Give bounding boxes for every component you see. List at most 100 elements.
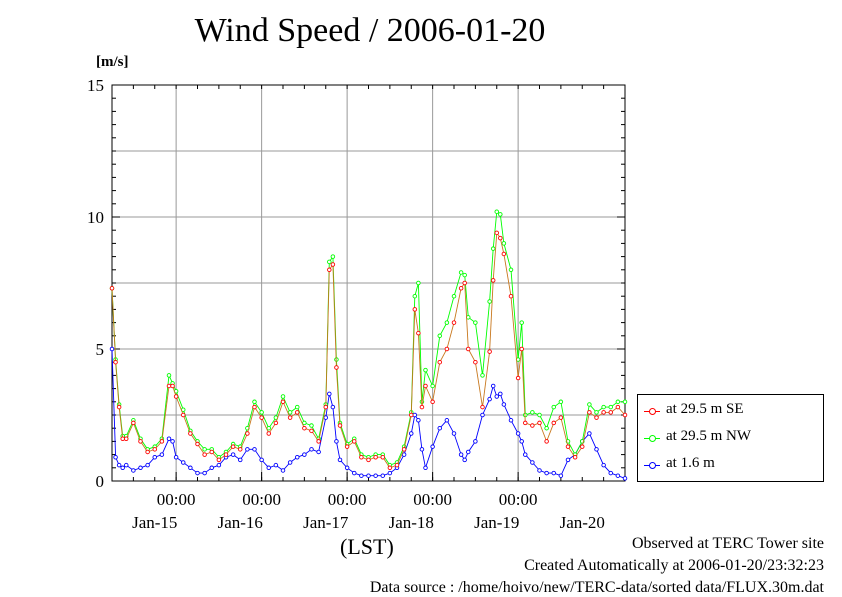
series-1-point-31 — [309, 423, 314, 428]
series-2-point-53 — [437, 425, 443, 431]
series-0-point-54 — [444, 346, 450, 352]
x-date-label-5: Jan-20 — [560, 513, 605, 532]
series-0-point-63 — [494, 230, 500, 236]
series-0-point-83 — [622, 412, 628, 418]
series-2-point-8 — [152, 454, 157, 460]
series-2-point-61 — [487, 396, 492, 402]
chart-legend: at 29.5 m SE at 29.5 m NW at 1.6 m — [637, 394, 824, 482]
series-0-point-68 — [519, 346, 524, 352]
series-0-point-52 — [430, 399, 435, 405]
series-2-point-54 — [444, 418, 450, 423]
series-1-point-24 — [259, 410, 264, 415]
series-2-point-67 — [515, 431, 521, 436]
series-0-point-73 — [551, 420, 557, 426]
series-0-point-47 — [409, 412, 414, 418]
series-2-point-46 — [401, 452, 407, 457]
series-2-point-42 — [373, 473, 378, 478]
series-1-point-60 — [480, 373, 485, 378]
series-2-point-13 — [180, 460, 186, 465]
series-0-point-18 — [216, 457, 222, 463]
series-1-point-61 — [487, 299, 492, 304]
series-0-point-13 — [180, 412, 186, 418]
series-0-point-38 — [344, 444, 350, 449]
footer-created: Created Automatically at 2006-01-20/23:3… — [524, 557, 824, 574]
legend-label-low: at 1.6 m — [666, 455, 715, 471]
series-0-point-30 — [302, 425, 307, 431]
series-1-point-23 — [252, 399, 257, 405]
series-1-point-48 — [412, 293, 418, 299]
series-1-point-68 — [519, 320, 524, 325]
series-0-point-71 — [537, 420, 542, 426]
series-0-point-8 — [152, 447, 157, 452]
series-0-point-14 — [188, 431, 193, 436]
series-0-point-15 — [195, 441, 200, 447]
series-0-point-48 — [412, 307, 418, 312]
x-date-label-3: Jan-18 — [389, 513, 434, 532]
series-0-point-37 — [337, 423, 343, 428]
series-0-point-31 — [309, 428, 314, 434]
series-1-point-64 — [498, 212, 503, 217]
series-0-point-0 — [109, 286, 115, 291]
series-1-point-34 — [327, 259, 332, 265]
series-0-point-21 — [237, 447, 243, 452]
series-1-point-72 — [544, 425, 549, 431]
series-2-point-31 — [309, 447, 314, 452]
series-1-point-74 — [558, 399, 564, 405]
series-0-point-79 — [594, 415, 599, 420]
series-2-point-83 — [622, 476, 628, 481]
series-0-point-58 — [466, 346, 471, 352]
series-0-point-82 — [615, 404, 621, 410]
series-1-point-59 — [473, 320, 478, 325]
series-2-point-9 — [159, 452, 165, 457]
series-0-point-26 — [273, 420, 279, 426]
series-2-point-50 — [419, 447, 425, 452]
series-1-point-81 — [608, 404, 614, 410]
series-1 — [109, 209, 628, 468]
series-0-point-34 — [327, 267, 332, 273]
series-0-point-77 — [580, 444, 585, 449]
series-1-point-57 — [462, 272, 467, 278]
series-2-point-71 — [537, 468, 542, 473]
series-1-point-27 — [280, 394, 286, 399]
legend-label-se: at 29.5 m SE — [666, 401, 744, 417]
series-2-point-3 — [120, 465, 125, 471]
series-2-point-49 — [416, 418, 421, 423]
series-0-point-22 — [245, 431, 250, 436]
series-1-point-71 — [537, 412, 542, 418]
series-1-point-82 — [615, 399, 621, 405]
series-2-point-12 — [173, 454, 179, 460]
series-2-point-47 — [409, 431, 414, 436]
x-date-label-2: Jan-17 — [303, 513, 349, 532]
series-0-point-1 — [113, 359, 118, 365]
series-2-point-64 — [498, 391, 503, 397]
series-2-point-33 — [323, 415, 329, 420]
chart-title: Wind Speed / 2006-01-20 — [194, 12, 546, 49]
series-0-point-28 — [287, 415, 293, 420]
series-1-point-56 — [458, 270, 464, 275]
series-0-point-24 — [259, 415, 264, 420]
series-2-point-66 — [508, 418, 514, 423]
series-1-point-65 — [501, 241, 507, 246]
series-1-point-79 — [594, 410, 599, 415]
series-0-point-75 — [565, 444, 571, 449]
series-0-point-42 — [373, 454, 378, 460]
series-0-point-49 — [416, 330, 421, 336]
series-2-point-51 — [423, 465, 428, 471]
series-1-point-52 — [430, 383, 435, 389]
series-0-point-2 — [116, 404, 122, 410]
series-1-point-62 — [490, 246, 496, 251]
series-1-point-73 — [551, 404, 557, 410]
series-2-point-40 — [359, 473, 364, 478]
series-2-point-56 — [458, 452, 464, 457]
x-date-label-4: Jan-19 — [474, 513, 519, 532]
series-1-point-51 — [423, 367, 428, 373]
series-1-point-70 — [530, 410, 535, 415]
series-0-point-62 — [490, 278, 496, 283]
series-0-point-33 — [323, 404, 329, 410]
series-0-point-5 — [131, 420, 136, 426]
series-1-point-54 — [444, 320, 450, 325]
series-2-point-65 — [501, 402, 507, 407]
series-2-point-81 — [608, 470, 614, 476]
series-0-point-65 — [501, 251, 507, 257]
